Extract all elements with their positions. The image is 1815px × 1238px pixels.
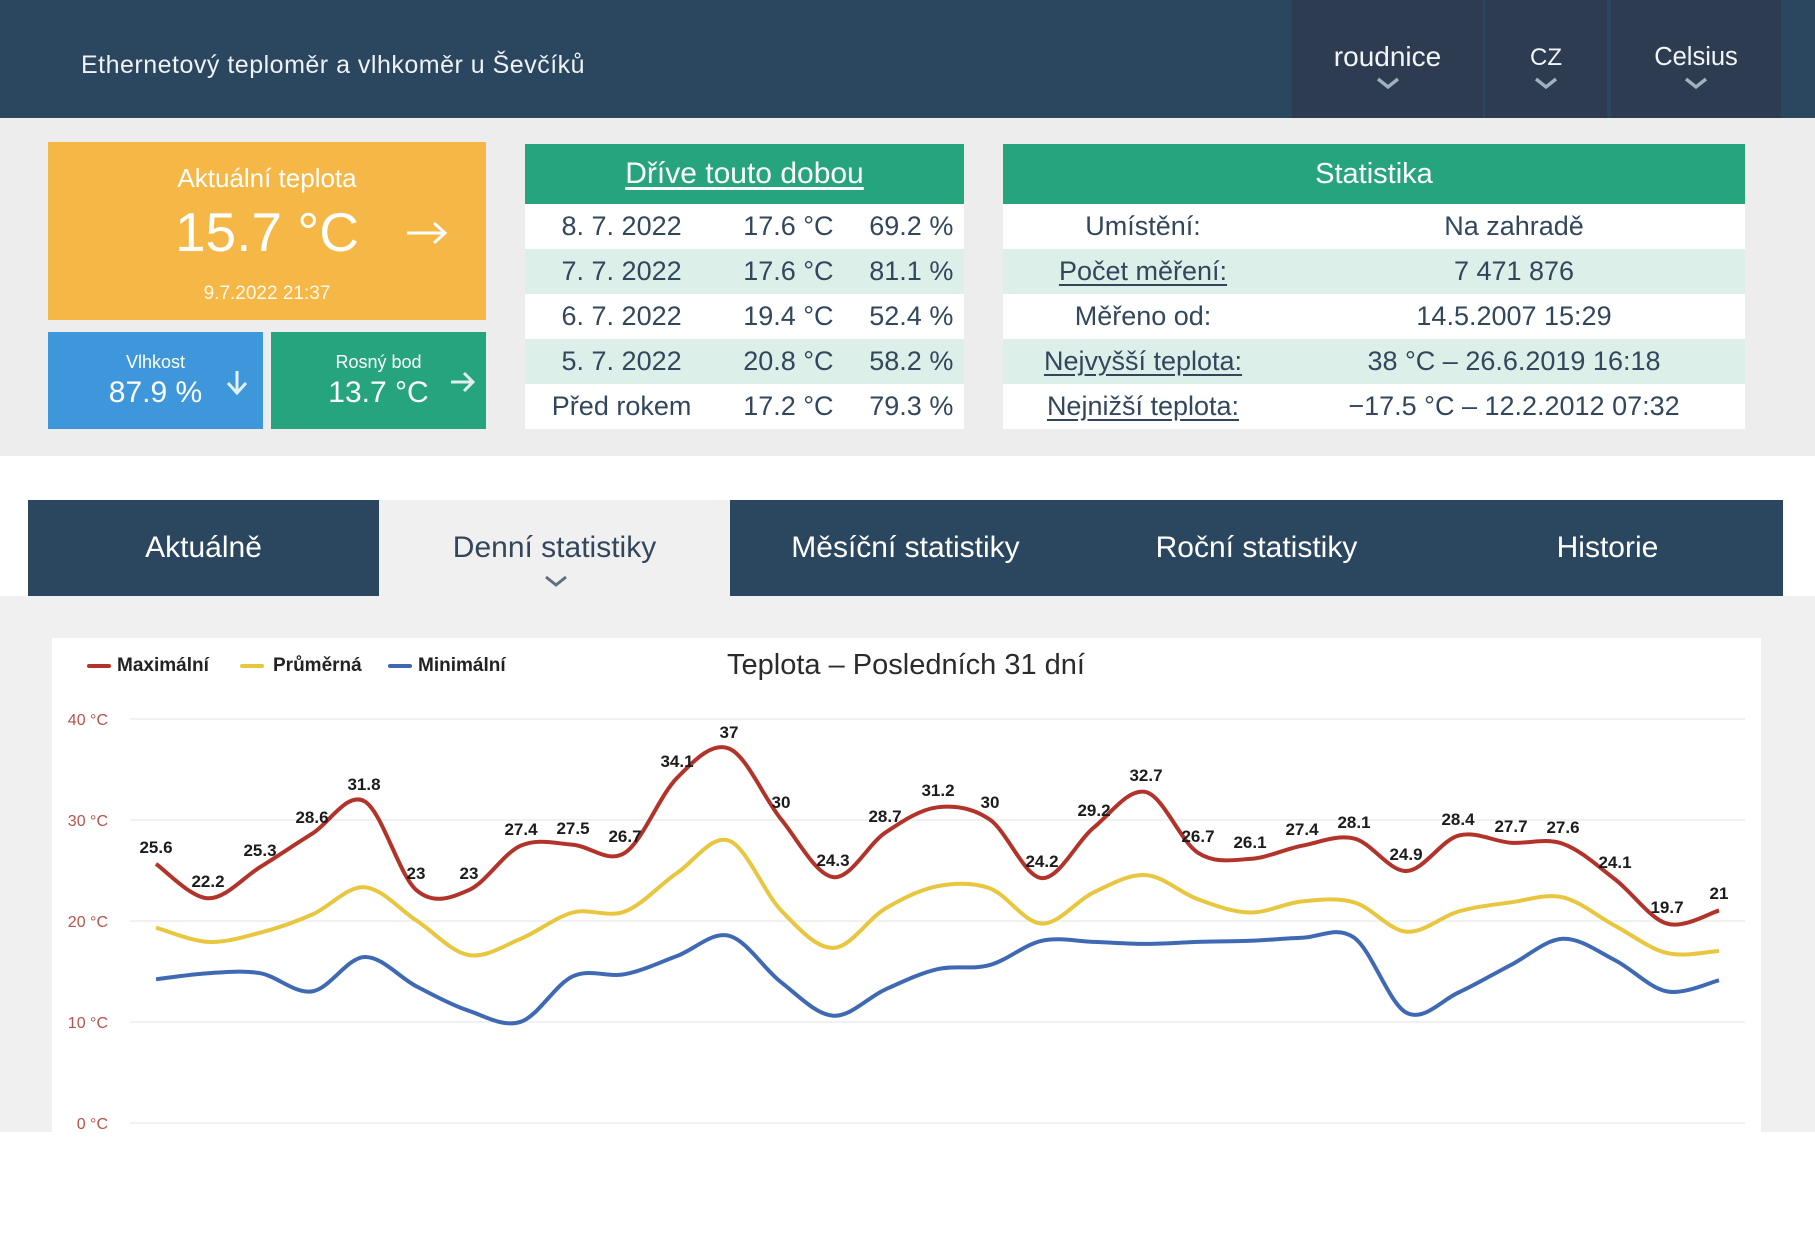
svg-text:20 °C: 20 °C	[68, 914, 108, 931]
svg-text:37: 37	[720, 723, 739, 742]
svg-text:25.3: 25.3	[243, 841, 276, 860]
svg-text:31.8: 31.8	[347, 775, 380, 794]
svg-text:28.4: 28.4	[1441, 810, 1475, 829]
svg-text:28.7: 28.7	[868, 807, 901, 826]
svg-text:30 °C: 30 °C	[68, 813, 108, 830]
svg-text:23: 23	[460, 864, 479, 883]
svg-text:27.4: 27.4	[1285, 820, 1319, 839]
svg-text:24.2: 24.2	[1025, 852, 1058, 871]
svg-text:27.5: 27.5	[556, 819, 589, 838]
svg-text:0 °C: 0 °C	[77, 1116, 108, 1133]
svg-text:34.1: 34.1	[660, 752, 693, 771]
svg-text:27.4: 27.4	[504, 820, 538, 839]
svg-text:29.2: 29.2	[1077, 801, 1110, 820]
svg-text:30: 30	[772, 793, 791, 812]
svg-text:28.6: 28.6	[295, 808, 328, 827]
svg-text:32.7: 32.7	[1129, 766, 1162, 785]
svg-text:24.1: 24.1	[1598, 853, 1631, 872]
svg-text:31.2: 31.2	[921, 781, 954, 800]
svg-text:24.9: 24.9	[1389, 845, 1422, 864]
svg-text:26.7: 26.7	[608, 827, 641, 846]
svg-text:27.7: 27.7	[1494, 817, 1527, 836]
svg-text:25.6: 25.6	[139, 838, 172, 857]
svg-text:40 °C: 40 °C	[68, 712, 108, 729]
svg-text:30: 30	[981, 793, 1000, 812]
svg-text:24.3: 24.3	[816, 851, 849, 870]
svg-text:21: 21	[1710, 884, 1729, 903]
svg-text:19.7: 19.7	[1650, 898, 1683, 917]
svg-text:27.6: 27.6	[1546, 818, 1579, 837]
svg-text:26.7: 26.7	[1181, 827, 1214, 846]
svg-text:23: 23	[407, 864, 426, 883]
svg-text:10 °C: 10 °C	[68, 1015, 108, 1032]
svg-text:22.2: 22.2	[191, 872, 224, 891]
svg-text:26.1: 26.1	[1233, 833, 1266, 852]
svg-text:28.1: 28.1	[1337, 813, 1370, 832]
